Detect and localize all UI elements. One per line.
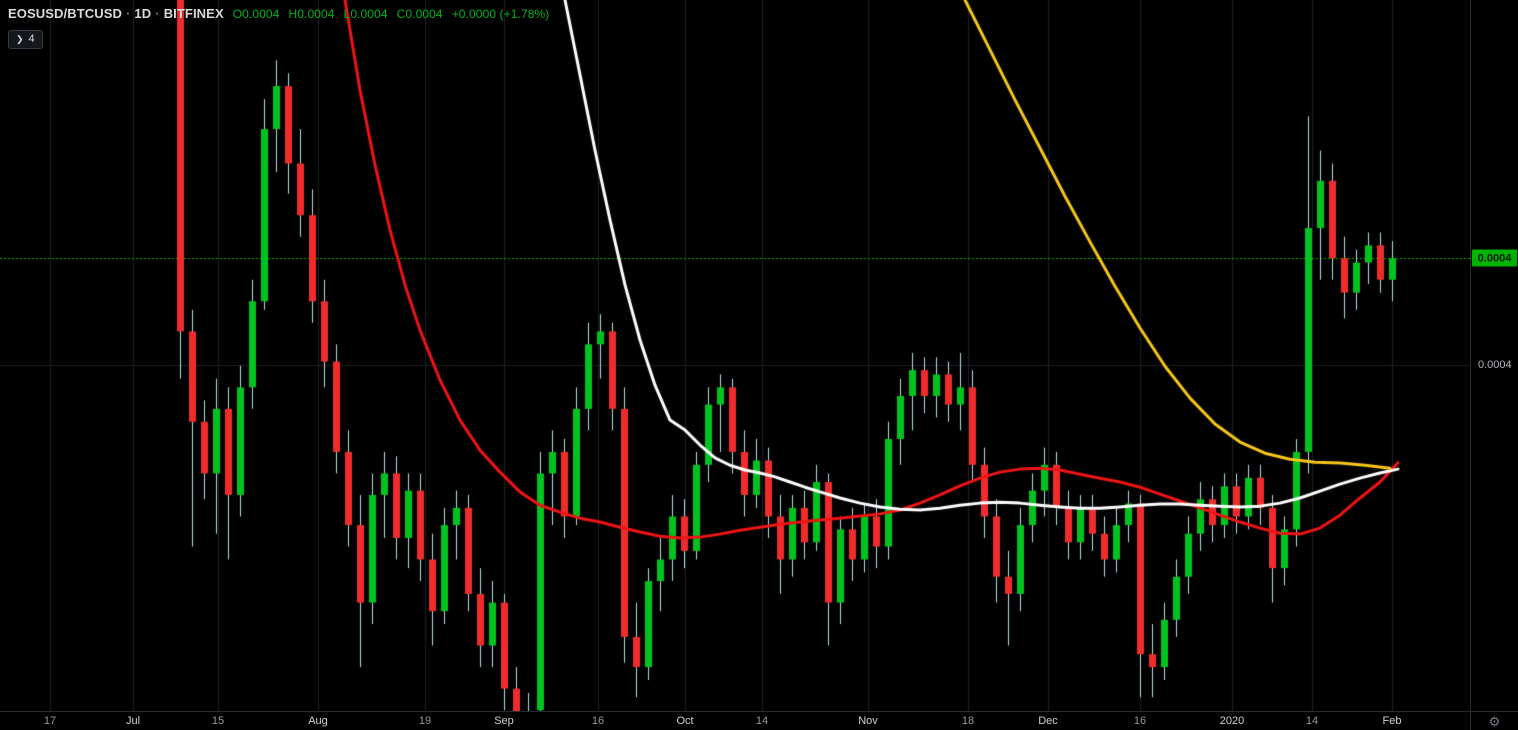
open-value: O0.0004 — [232, 7, 280, 21]
price-axis-tick: 0.0004 — [1478, 358, 1512, 371]
change-value: +0.0000 (+1.78%) — [451, 7, 550, 21]
time-axis-label: Jul — [125, 715, 141, 727]
time-axis-label: Dec — [1038, 715, 1058, 727]
chart-pane — [0, 0, 1470, 711]
time-axis-label: 15 — [211, 715, 225, 727]
interval-label[interactable]: 1D — [134, 6, 152, 21]
price-chart-canvas[interactable] — [0, 0, 1470, 711]
legend-separator: · — [155, 6, 160, 21]
time-axis[interactable]: 17 Jul 15 Aug 19 Sep 16 Oct 14 Nov 18 Dec 16 2020 14 Fe… — [0, 711, 1470, 730]
high-value: H0.0004 — [288, 7, 335, 21]
legend-collapse-button[interactable]: ❯ 4 — [8, 30, 43, 49]
symbol-name[interactable]: EOSUSD/BTCUSD — [8, 6, 122, 21]
exchange-name[interactable]: BITFINEX — [163, 6, 224, 21]
time-axis-label: 2020 — [1219, 715, 1245, 727]
price-axis[interactable]: 0.0004 0.0004 — [1470, 0, 1518, 711]
chart-legend: EOSUSD/BTCUSD · 1D · BITFINEX O0.0004 H0.0004 L… — [8, 6, 549, 21]
time-axis-label: Oct — [676, 715, 694, 727]
time-axis-label: 16 — [1133, 715, 1147, 727]
low-value: L0.0004 — [343, 7, 388, 21]
time-axis-label: Sep — [494, 715, 514, 727]
time-axis-label: 17 — [43, 715, 57, 727]
hidden-indicator-count: 4 — [28, 33, 35, 45]
time-axis-label: 16 — [591, 715, 605, 727]
time-axis-label: 19 — [418, 715, 432, 727]
legend-separator: · — [125, 6, 131, 21]
time-axis-label: Aug — [308, 715, 328, 727]
current-price-label: 0.0004 — [1472, 249, 1517, 267]
axis-corner: ⚙ — [1470, 711, 1518, 730]
time-axis-label: 14 — [755, 715, 769, 727]
time-axis-label: 18 — [961, 715, 975, 727]
close-value: C0.0004 — [396, 7, 443, 21]
price-axis-settings-gear-icon[interactable]: ⚙ — [1488, 713, 1501, 729]
time-axis-label: Nov — [858, 715, 878, 727]
time-axis-label: 14 — [1305, 715, 1319, 727]
chevron-right-icon: ❯ — [16, 34, 24, 44]
time-axis-label: Feb — [1382, 715, 1402, 727]
